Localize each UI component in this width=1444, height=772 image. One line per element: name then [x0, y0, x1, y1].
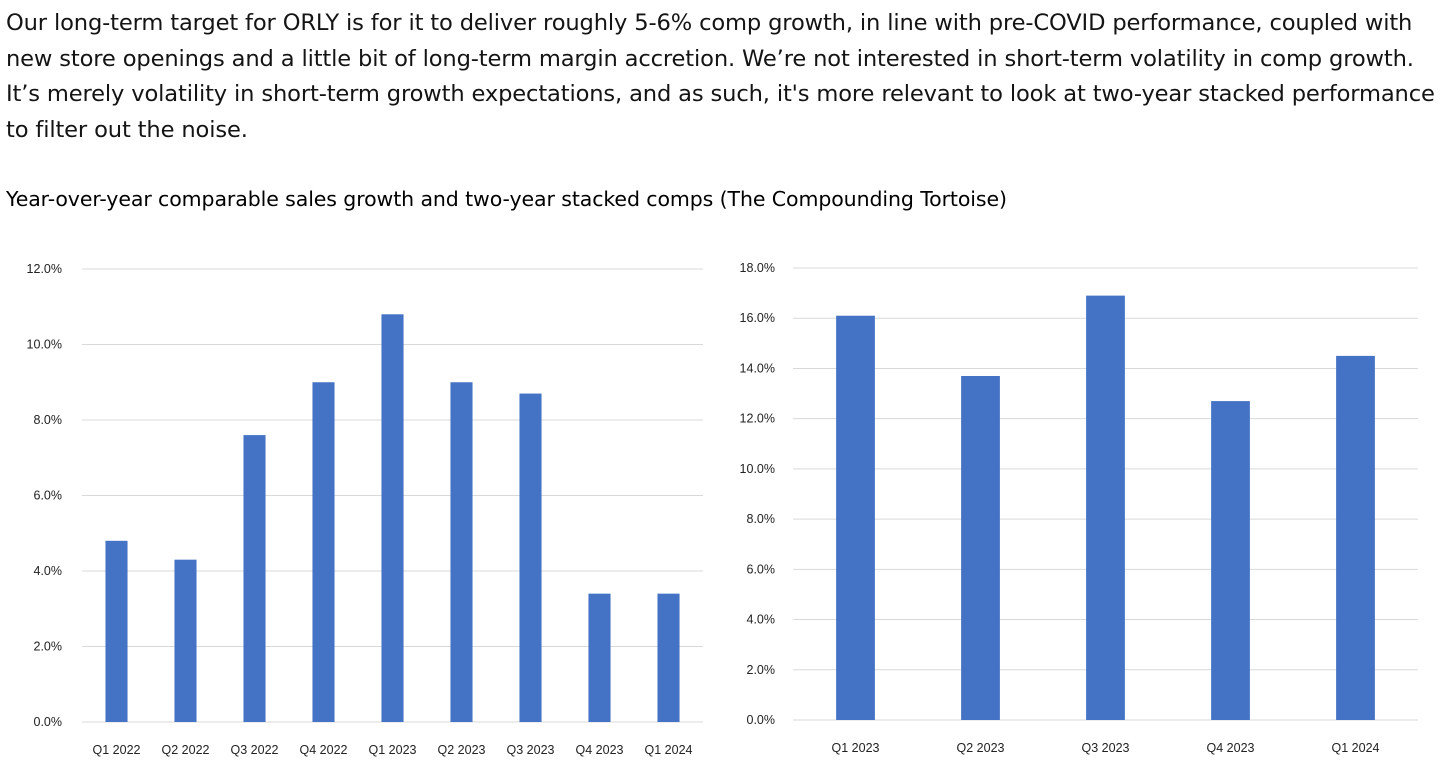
y-tick-label: 0.0% — [747, 713, 776, 727]
bar — [1211, 401, 1250, 720]
x-tick-label: Q1 2023 — [369, 743, 417, 757]
y-tick-label: 18.0% — [740, 261, 775, 275]
bar — [450, 382, 473, 722]
intro-line: to filter out the noise. — [6, 116, 248, 143]
y-tick-label: 4.0% — [747, 613, 776, 627]
x-tick-label: Q3 2023 — [1082, 741, 1130, 755]
x-tick-label: Q4 2022 — [300, 743, 348, 757]
y-tick-label: 2.0% — [34, 640, 63, 654]
y-tick-label: 12.0% — [27, 262, 62, 276]
bar — [1086, 295, 1125, 720]
figure-caption: Year-over-year comparable sales growth a… — [6, 187, 1007, 211]
bar — [1336, 355, 1375, 720]
x-tick-label: Q1 2023 — [832, 741, 880, 755]
bar — [381, 314, 404, 722]
x-tick-label: Q1 2024 — [645, 743, 693, 757]
y-tick-label: 10.0% — [740, 462, 775, 476]
y-tick-label: 14.0% — [740, 361, 775, 375]
x-tick-label: Q3 2023 — [507, 743, 555, 757]
y-tick-label: 2.0% — [747, 663, 776, 677]
bar — [105, 540, 128, 722]
y-tick-label: 10.0% — [27, 338, 62, 352]
bar — [657, 593, 680, 722]
y-tick-label: 8.0% — [34, 413, 63, 427]
bar — [519, 393, 542, 722]
x-tick-label: Q4 2023 — [1207, 741, 1255, 755]
y-tick-label: 6.0% — [747, 562, 776, 576]
x-tick-label: Q1 2024 — [1332, 741, 1380, 755]
x-tick-label: Q1 2022 — [93, 743, 141, 757]
bar — [243, 435, 266, 722]
bar — [961, 375, 1000, 720]
y-tick-label: 16.0% — [740, 311, 775, 325]
y-tick-label: 12.0% — [740, 412, 775, 426]
y-tick-label: 4.0% — [34, 564, 63, 578]
x-tick-label: Q3 2022 — [231, 743, 279, 757]
y-tick-label: 6.0% — [34, 489, 63, 503]
y-tick-label: 8.0% — [747, 512, 776, 526]
intro-line: It’s merely volatility in short-term gro… — [6, 81, 1435, 107]
bar — [836, 315, 875, 720]
bar — [174, 559, 197, 722]
x-tick-label: Q4 2023 — [576, 743, 624, 757]
intro-paragraph: Our long-term target for ORLY is for it … — [6, 6, 1440, 148]
y-tick-label: 0.0% — [34, 715, 63, 729]
x-tick-label: Q2 2023 — [438, 743, 486, 757]
x-tick-label: Q2 2023 — [957, 741, 1005, 755]
intro-line: Our long-term target for ORLY is for it … — [6, 10, 1413, 36]
x-tick-label: Q2 2022 — [162, 743, 210, 757]
bar — [312, 382, 335, 722]
bar — [588, 593, 611, 722]
intro-line: new store openings and a little bit of l… — [6, 45, 1414, 72]
